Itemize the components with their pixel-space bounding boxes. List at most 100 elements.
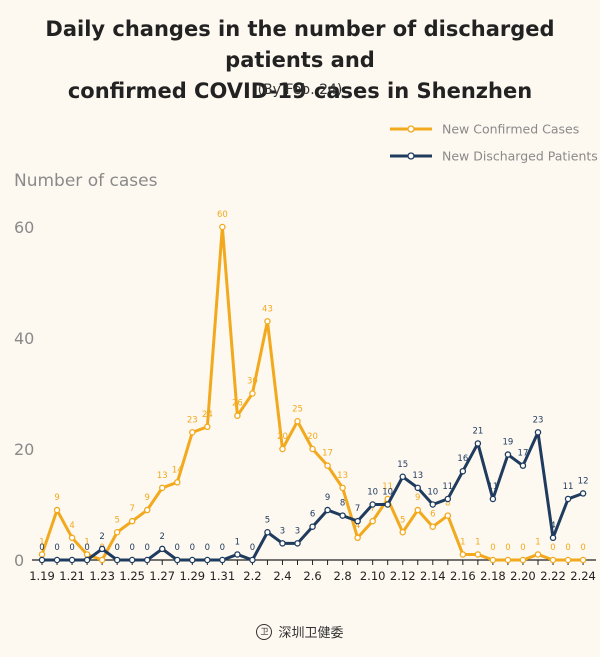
chart-title-line2: confirmed COVID-19 cases in Shenzhen: [67, 79, 533, 103]
data-point: [399, 529, 406, 536]
data-point: [294, 417, 301, 425]
data-label: 0: [190, 543, 195, 553]
chart-subtitle: (By Feb. 24): [257, 82, 343, 98]
data-label: 20: [277, 432, 288, 442]
data-point: [489, 556, 497, 564]
data-label: 21: [472, 426, 483, 436]
data-label: 7: [370, 504, 375, 514]
x-tick-label: 2.4: [273, 569, 291, 583]
data-label: 16: [457, 454, 468, 464]
x-tick-label: 1.21: [59, 569, 85, 583]
data-label: 11: [563, 482, 574, 492]
data-label: 0: [490, 543, 495, 553]
data-label: 0: [144, 543, 149, 553]
data-point: [579, 556, 587, 564]
data-point: [219, 556, 226, 564]
data-label: 1: [535, 537, 540, 547]
x-tick-label: 1.27: [149, 569, 175, 583]
data-label: 15: [397, 460, 408, 470]
data-point: [534, 429, 542, 436]
data-label: 9: [415, 493, 420, 503]
chart-title: Daily changes in the number of discharge…: [0, 14, 600, 107]
data-point: [354, 534, 361, 542]
y-tick-label: 0: [14, 551, 24, 570]
data-label: 1: [475, 537, 480, 547]
data-point: [459, 551, 467, 558]
data-point: [474, 551, 482, 558]
data-point: [354, 517, 361, 525]
data-point: [414, 484, 421, 492]
data-point: [249, 390, 256, 397]
data-point: [234, 412, 241, 419]
data-label: 9: [54, 493, 59, 503]
data-label: 10: [382, 488, 393, 498]
x-tick-label: 1.23: [89, 569, 115, 583]
x-tick-label: 2.16: [450, 569, 476, 583]
data-point: [68, 556, 76, 564]
data-point: [339, 484, 346, 492]
data-point: [474, 440, 482, 447]
data-point: [189, 429, 196, 436]
data-point: [489, 495, 497, 503]
data-point: [264, 529, 271, 536]
data-label: 1: [235, 537, 240, 547]
data-point: [324, 506, 331, 514]
data-label: 5: [265, 515, 270, 525]
data-point: [113, 556, 121, 564]
data-point: [294, 540, 301, 547]
data-point: [549, 534, 557, 542]
data-point: [158, 545, 166, 553]
data-point: [309, 523, 316, 530]
data-label: 0: [129, 543, 134, 553]
data-point: [143, 506, 151, 514]
data-point: [264, 318, 271, 325]
data-point: [309, 445, 316, 453]
data-label: 6: [310, 510, 315, 520]
data-point: [549, 556, 557, 564]
data-point: [579, 490, 587, 497]
data-label: 0: [54, 543, 59, 553]
data-label: 11: [487, 482, 498, 492]
legend-swatch-marker: [407, 125, 415, 133]
x-tick-label: 2.8: [333, 569, 351, 583]
data-label: 5: [114, 515, 119, 525]
x-tick-label: 2.18: [480, 569, 506, 583]
data-label: 0: [565, 543, 570, 553]
data-label: 3: [280, 526, 285, 536]
data-label: 0: [550, 543, 555, 553]
data-point: [459, 467, 467, 475]
data-label: 0: [520, 543, 525, 553]
data-label: 4: [550, 521, 555, 531]
chart-title-line1: Daily changes in the number of discharge…: [45, 17, 555, 72]
data-point: [399, 473, 406, 480]
data-label: 5: [400, 515, 405, 525]
x-tick-label: 1.19: [29, 569, 55, 583]
data-label: 9: [325, 493, 330, 503]
y-axis-label: Number of cases: [14, 171, 158, 191]
data-point: [324, 462, 331, 469]
x-tick-label: 1.31: [210, 569, 236, 583]
data-label: 2: [99, 532, 104, 542]
data-point: [234, 551, 241, 558]
legend-label: New Confirmed Cases: [442, 122, 579, 137]
data-point: [83, 556, 91, 564]
data-label: 60: [217, 210, 228, 220]
y-tick-label: 40: [14, 329, 34, 348]
footer: 卫 深圳卫健委: [0, 622, 600, 641]
data-label: 0: [175, 543, 180, 553]
data-label: 30: [247, 377, 258, 387]
data-point: [204, 556, 211, 564]
data-point: [98, 545, 106, 553]
data-label: 23: [187, 415, 198, 425]
data-point: [564, 495, 572, 503]
x-tick-label: 2.12: [390, 569, 416, 583]
x-tick-label: 2.10: [360, 569, 386, 583]
data-label: 0: [205, 543, 210, 553]
data-label: 1: [39, 537, 44, 547]
data-label: 23: [533, 415, 544, 425]
data-label: 7: [355, 504, 360, 514]
data-point: [429, 501, 437, 508]
y-tick-label: 20: [14, 440, 34, 459]
data-label: 17: [518, 449, 529, 459]
